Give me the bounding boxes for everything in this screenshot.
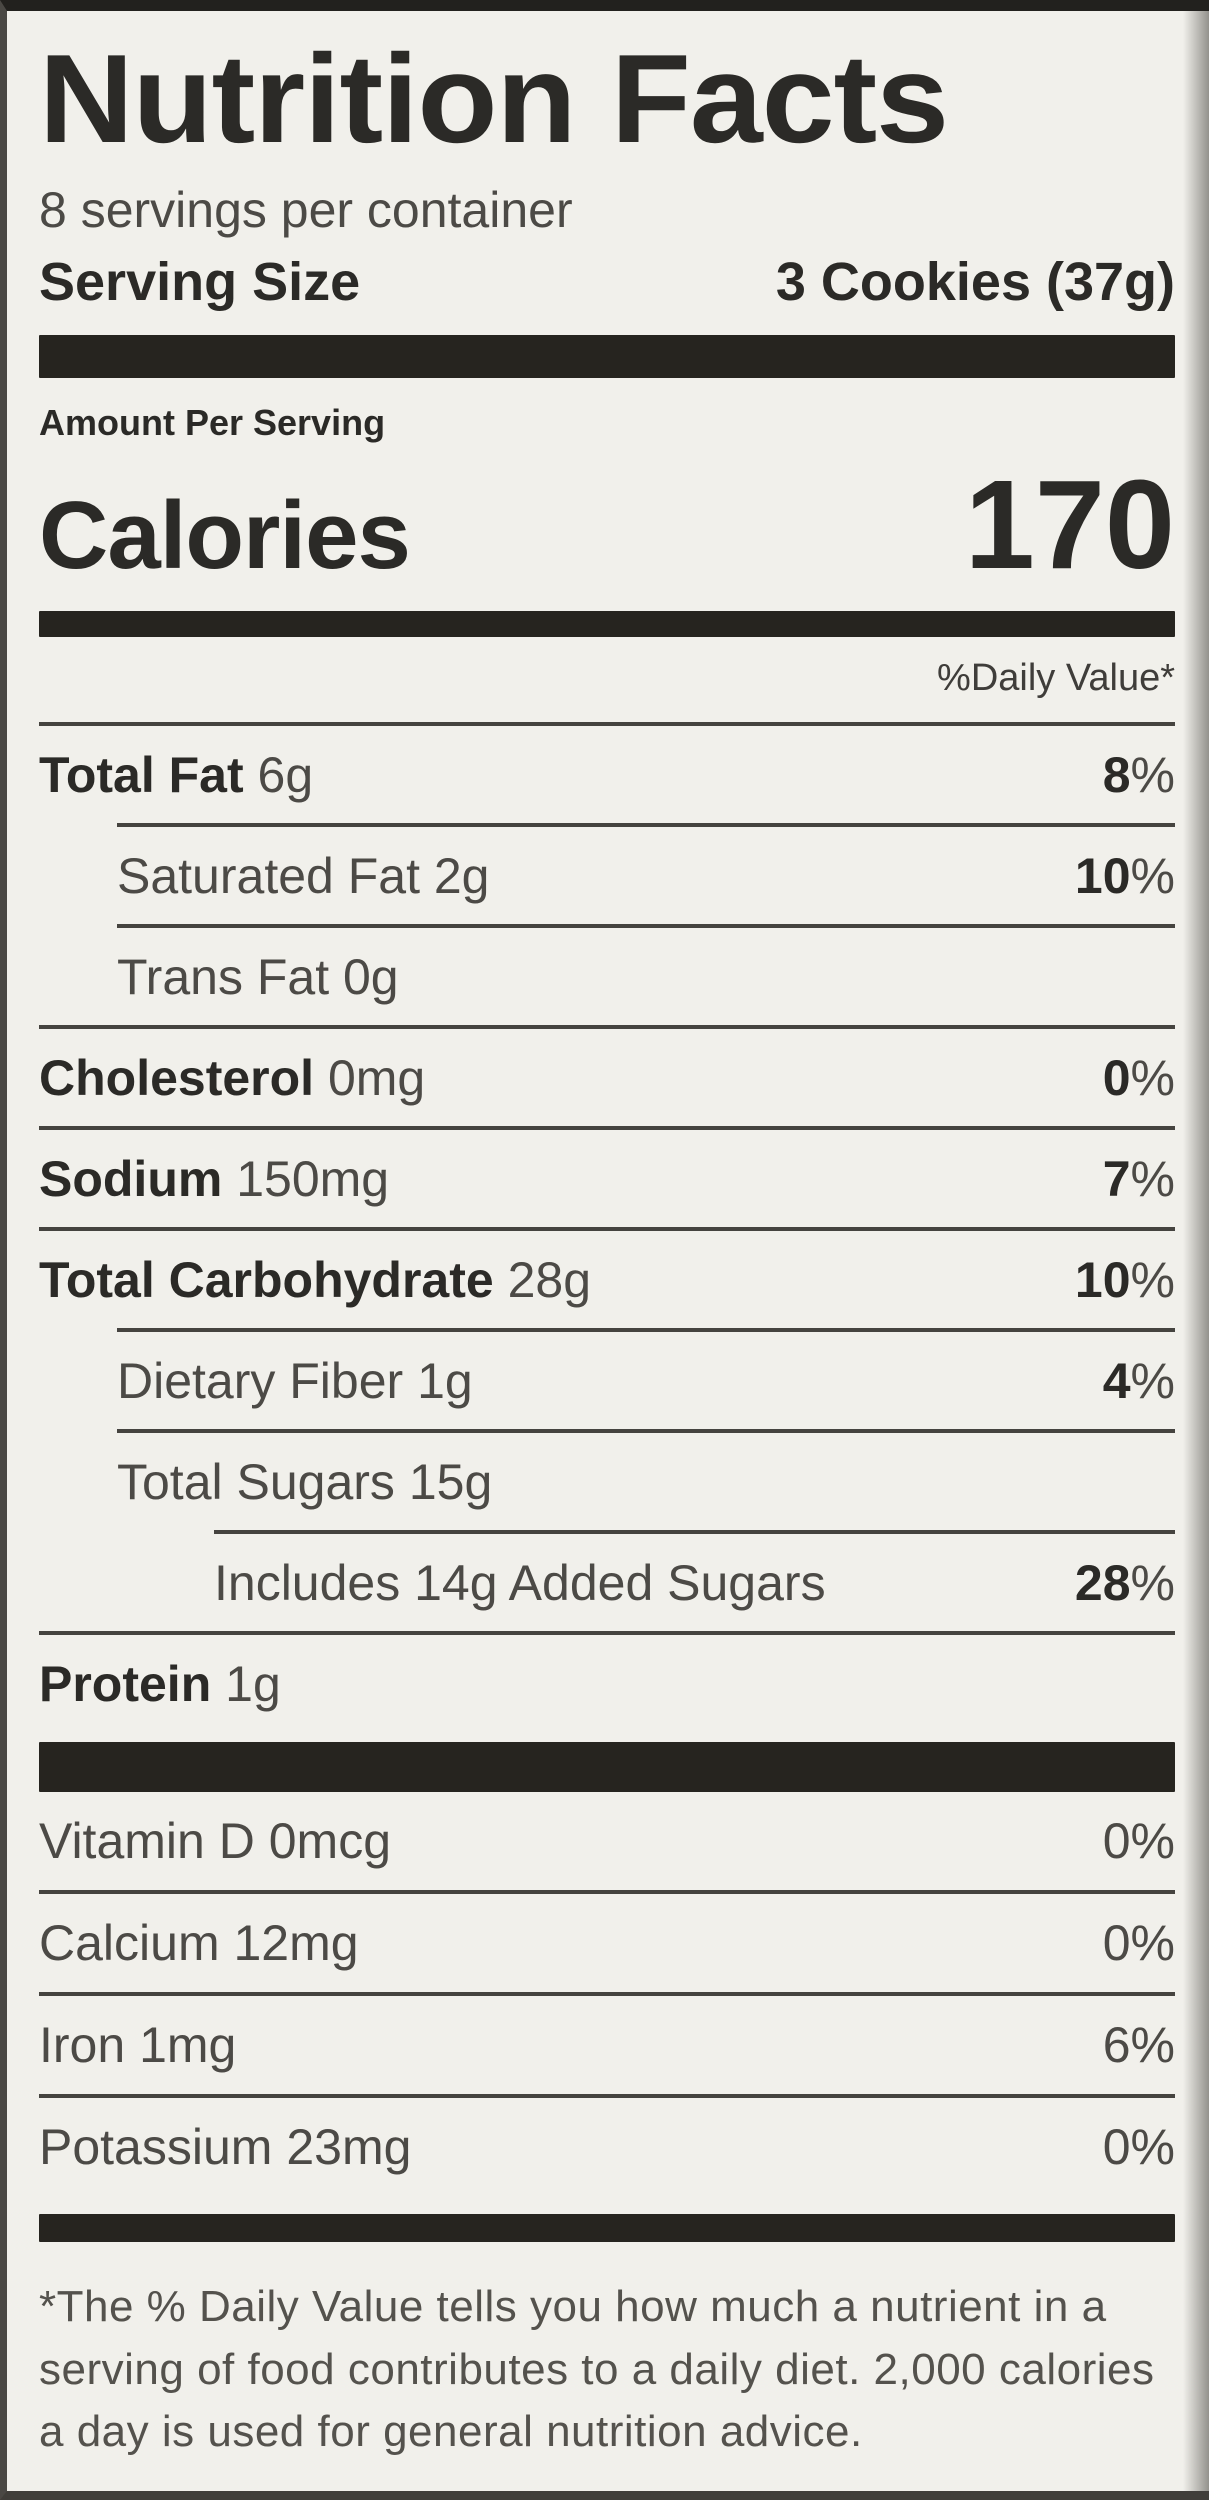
rule — [39, 1025, 1175, 1030]
rule — [39, 2094, 1175, 2099]
rule — [117, 924, 1175, 929]
nutrient-row-cholesterol: Cholesterol 0mg 0% — [39, 1029, 1175, 1126]
daily-value: 0% — [1102, 2119, 1175, 2176]
micronutrient-row-potassium: Potassium 23mg 0% — [39, 2098, 1175, 2196]
daily-value: 4% — [1102, 1352, 1175, 1409]
servings-per-container: 8 servings per container — [39, 182, 573, 239]
rule — [39, 1631, 1175, 1636]
rule — [39, 1992, 1175, 1997]
daily-value: 10% — [1074, 1251, 1175, 1308]
divider-bar-thick — [39, 1742, 1175, 1793]
nutrient-amount: 0mcg — [268, 1813, 391, 1870]
daily-value: 0% — [1102, 1049, 1175, 1106]
nutrient-amount: 12mg — [233, 1915, 359, 1972]
nutrient-row-trans-fat: Trans Fat 0g — [39, 928, 1175, 1025]
nutrient-amount: 0mg — [327, 1049, 426, 1106]
nutrient-amount: 1mg — [139, 2017, 237, 2074]
calories-value: 170 — [964, 454, 1175, 596]
serving-size-row: Serving Size 3 Cookies (37g) — [39, 251, 1175, 313]
rule — [117, 1429, 1175, 1434]
nutrient-name: Protein — [39, 1655, 212, 1712]
divider-bar-thick — [39, 335, 1175, 379]
calories-label: Calories — [39, 482, 411, 590]
nutrient-amount: 0g — [343, 948, 399, 1005]
micronutrient-row-vitamin-d: Vitamin D 0mcg 0% — [39, 1792, 1175, 1890]
nutrition-facts-panel: Nutrition Facts 8 servings per container… — [7, 11, 1209, 2491]
nutrient-amount: 2g — [433, 847, 490, 904]
divider-bar-medium — [39, 611, 1175, 638]
divider-bar-medium — [39, 2214, 1175, 2243]
daily-value: 0% — [1102, 1813, 1175, 1870]
nutrient-name: Vitamin D — [39, 1813, 255, 1870]
nutrient-name: Trans Fat — [117, 948, 330, 1005]
daily-value-header: %Daily Value* — [937, 657, 1175, 700]
daily-value-footnote: *The % Daily Value tells you how much a … — [39, 2282, 1155, 2457]
daily-value: 7% — [1102, 1150, 1175, 1207]
nutrient-amount: 28g — [507, 1251, 592, 1308]
rule — [39, 1227, 1175, 1232]
nutrient-row-total-sugars: Total Sugars 15g — [39, 1433, 1175, 1530]
nutrient-amount: 15g — [408, 1453, 493, 1510]
nutrient-row-protein: Protein 1g — [39, 1635, 1175, 1732]
nutrient-name: Iron — [39, 2017, 126, 2074]
rule — [117, 1328, 1175, 1333]
amount-per-serving-label: Amount Per Serving — [39, 402, 386, 444]
nutrient-row-total-fat: Total Fat 6g 8% — [39, 726, 1175, 823]
calories-row: Calories 170 — [39, 452, 1175, 597]
nutrient-row-saturated-fat: Saturated Fat 2g 10% — [39, 827, 1175, 924]
nutrient-name: Dietary Fiber — [117, 1352, 404, 1409]
nutrient-name: Includes 14g Added Sugars — [214, 1554, 826, 1611]
nutrient-name: Total Sugars — [117, 1453, 395, 1510]
daily-value: 28% — [1074, 1554, 1175, 1611]
nutrient-name: Total Fat — [39, 746, 244, 803]
rule — [39, 1126, 1175, 1131]
daily-value: 10% — [1074, 847, 1175, 904]
rule — [39, 722, 1175, 727]
nutrient-name: Saturated Fat — [117, 847, 420, 904]
photo-right-edge-shadow — [1183, 11, 1209, 2491]
nutrient-name: Total Carbohydrate — [39, 1251, 494, 1308]
nutrient-row-dietary-fiber: Dietary Fiber 1g 4% — [39, 1332, 1175, 1429]
daily-value: 0% — [1102, 1915, 1175, 1972]
daily-value: 6% — [1102, 2017, 1175, 2074]
nutrient-amount: 6g — [257, 746, 314, 803]
nutrient-amount: 150mg — [236, 1150, 390, 1207]
micronutrient-row-calcium: Calcium 12mg 0% — [39, 1894, 1175, 1992]
nutrient-amount: 1g — [417, 1352, 473, 1409]
daily-value: 8% — [1102, 746, 1175, 803]
rule — [117, 823, 1175, 828]
micronutrient-row-iron: Iron 1mg 6% — [39, 1996, 1175, 2094]
nutrient-name: Potassium — [39, 2119, 273, 2176]
nutrient-row-sodium: Sodium 150mg 7% — [39, 1130, 1175, 1227]
nutrient-row-total-carbohydrate: Total Carbohydrate 28g 10% — [39, 1231, 1175, 1328]
rule — [39, 1890, 1175, 1895]
nutrient-name: Calcium — [39, 1915, 220, 1972]
nutrient-name: Sodium — [39, 1150, 223, 1207]
serving-size-label: Serving Size — [39, 252, 361, 313]
nutrient-amount: 1g — [225, 1655, 281, 1712]
nutrient-name: Cholesterol — [39, 1049, 315, 1106]
serving-size-value: 3 Cookies (37g) — [775, 252, 1175, 313]
nutrient-row-added-sugars: Includes 14g Added Sugars 28% — [39, 1534, 1175, 1631]
nutrient-amount: 23mg — [286, 2119, 412, 2176]
rule — [214, 1530, 1175, 1535]
panel-title: Nutrition Facts — [39, 28, 949, 169]
